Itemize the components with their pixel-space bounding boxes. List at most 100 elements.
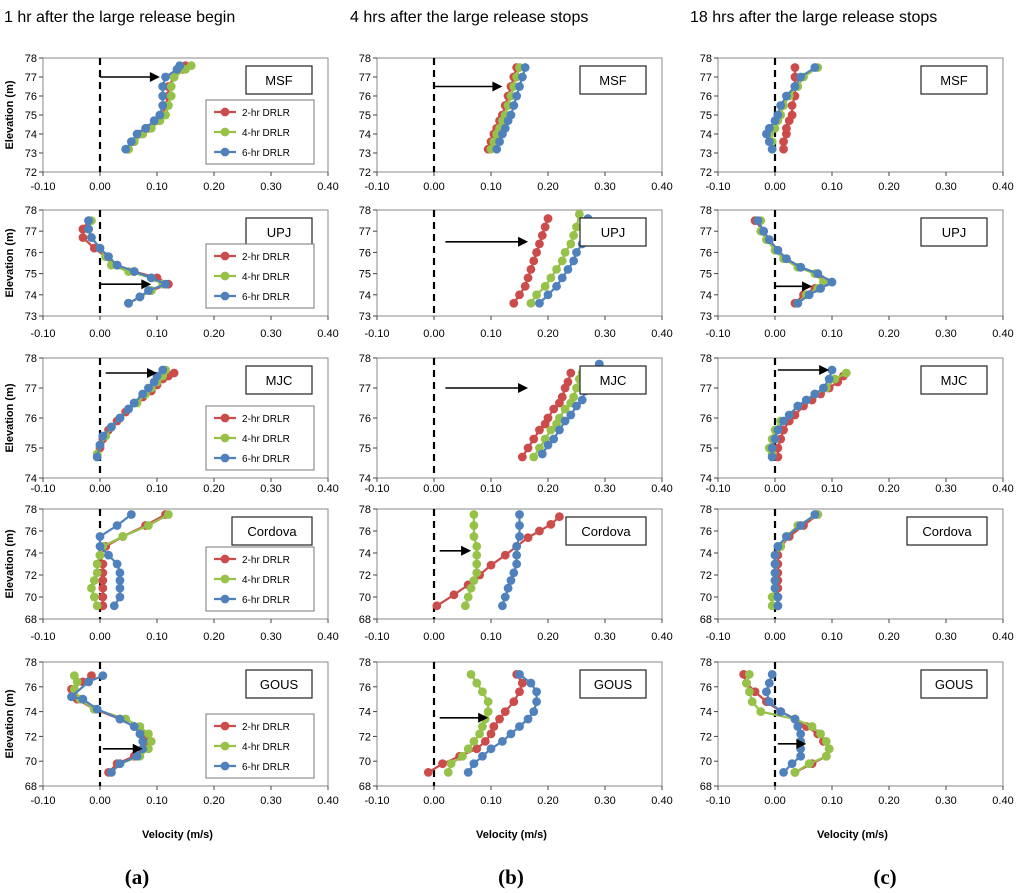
- station-box: [245, 365, 313, 395]
- data-point: [515, 82, 524, 91]
- x-tick-label: 0.10: [480, 631, 501, 643]
- data-point: [770, 434, 780, 444]
- data-point: [489, 722, 499, 731]
- arrow-head: [518, 236, 529, 247]
- panel-upj-c: 73 74 75 76 77 78 -0.10 0.00 0.10 0.20 0.30 0.40 UPJ: [700, 205, 1014, 340]
- panel-cordova-b: 68 70 72 74 76 78 -0.10 0.00 0.10 0.20 0.30 0.40 Cor…: [359, 504, 673, 643]
- data-point: [144, 729, 153, 739]
- data-point: [549, 434, 559, 444]
- data-point: [784, 410, 794, 420]
- x-tick-label: 0.20: [537, 631, 558, 643]
- data-point: [506, 576, 516, 585]
- data-point: [773, 542, 783, 551]
- data-point: [466, 583, 476, 593]
- data-point: [115, 714, 125, 724]
- panel-label-b: (b): [498, 865, 524, 889]
- data-point: [804, 759, 814, 769]
- x-tick-label: -0.10: [705, 795, 730, 807]
- data-point: [813, 269, 823, 278]
- station-box: [245, 217, 313, 247]
- data-point: [793, 401, 803, 411]
- data-point: [478, 687, 487, 697]
- data-point: [764, 235, 774, 245]
- data-point: [776, 707, 786, 716]
- x-tick-label: 0.20: [537, 795, 558, 807]
- x-tick-label: 0.40: [317, 631, 338, 643]
- data-point: [472, 559, 482, 569]
- data-point: [742, 678, 751, 688]
- x-tick-label: 0.00: [423, 483, 444, 495]
- x-tick-label: 0.30: [594, 181, 615, 193]
- y-tick-label: 77: [25, 226, 37, 238]
- y-tick-label: 70: [25, 756, 37, 768]
- y-tick-label: 78: [359, 353, 371, 365]
- station-box: [565, 516, 647, 546]
- data-point: [112, 559, 122, 569]
- data-point: [486, 744, 496, 754]
- legend-swatch-marker: [220, 574, 230, 584]
- data-point: [796, 72, 806, 82]
- x-tick-label: 0.40: [651, 328, 672, 340]
- legend-label: 2-hr DRLR: [242, 722, 290, 733]
- y-tick-label: 70: [359, 756, 371, 768]
- y-tick-label: 70: [700, 756, 712, 768]
- data-point: [560, 416, 570, 426]
- data-point: [87, 233, 96, 242]
- x-tick-label: 0.00: [764, 328, 785, 340]
- data-point: [569, 231, 579, 240]
- y-tick-label: 78: [700, 353, 712, 365]
- legend-label: 2-hr DRLR: [242, 108, 290, 119]
- data-point: [512, 559, 522, 569]
- data-point: [770, 550, 780, 560]
- data-point: [787, 101, 797, 110]
- data-point: [773, 110, 783, 120]
- data-point: [824, 744, 834, 754]
- y-tick-label: 76: [700, 526, 712, 538]
- x-tick-label: 0.20: [203, 181, 224, 193]
- data-point: [515, 687, 524, 697]
- data-point: [782, 532, 791, 541]
- data-point: [566, 239, 576, 249]
- data-point: [790, 714, 800, 724]
- y-tick-label: 77: [359, 226, 371, 238]
- station-label: MJC: [600, 373, 627, 388]
- data-point: [532, 687, 541, 697]
- data-point: [512, 550, 522, 560]
- data-point: [824, 374, 834, 384]
- data-point: [458, 751, 467, 761]
- data-point: [463, 767, 473, 777]
- y-tick-label: 72: [700, 570, 712, 582]
- data-point: [155, 110, 165, 120]
- arrow-head: [147, 368, 157, 378]
- arrow-head: [141, 279, 152, 290]
- y-tick-label: 76: [25, 247, 37, 259]
- x-tick-label: 0.10: [821, 631, 842, 643]
- x-tick-label: 0.40: [651, 181, 672, 193]
- x-tick-label: 0.20: [878, 181, 899, 193]
- data-point: [526, 264, 536, 274]
- data-point: [563, 264, 573, 274]
- data-point: [520, 63, 530, 72]
- data-point: [509, 568, 519, 578]
- station-box: [920, 217, 988, 247]
- data-point: [98, 431, 108, 441]
- arrow-head: [802, 281, 813, 292]
- data-point: [124, 404, 133, 414]
- x-tick-label: 0.40: [992, 483, 1013, 495]
- panel-upj-b: 73 74 75 76 77 78 -0.10 0.00 0.10 0.20 0.30 0.40 UPJ: [359, 205, 673, 340]
- station-box: [920, 669, 988, 699]
- data-point: [480, 736, 490, 746]
- data-point: [563, 377, 573, 387]
- data-point: [95, 532, 105, 541]
- station-label: Cordova: [247, 524, 297, 539]
- data-point: [84, 216, 93, 226]
- panel-msf-c: 72 73 74 75 76 77 78 -0.10 0.00 0.10 0.20 0.30 0.40 M…: [700, 53, 1014, 193]
- data-point: [515, 722, 524, 731]
- y-tick-label: 72: [359, 167, 371, 179]
- data-point: [158, 91, 168, 101]
- data-point: [535, 239, 544, 249]
- data-point: [107, 422, 116, 432]
- x-tick-label: -0.10: [364, 631, 389, 643]
- y-tick-label: 74: [700, 548, 712, 560]
- data-point: [801, 395, 811, 405]
